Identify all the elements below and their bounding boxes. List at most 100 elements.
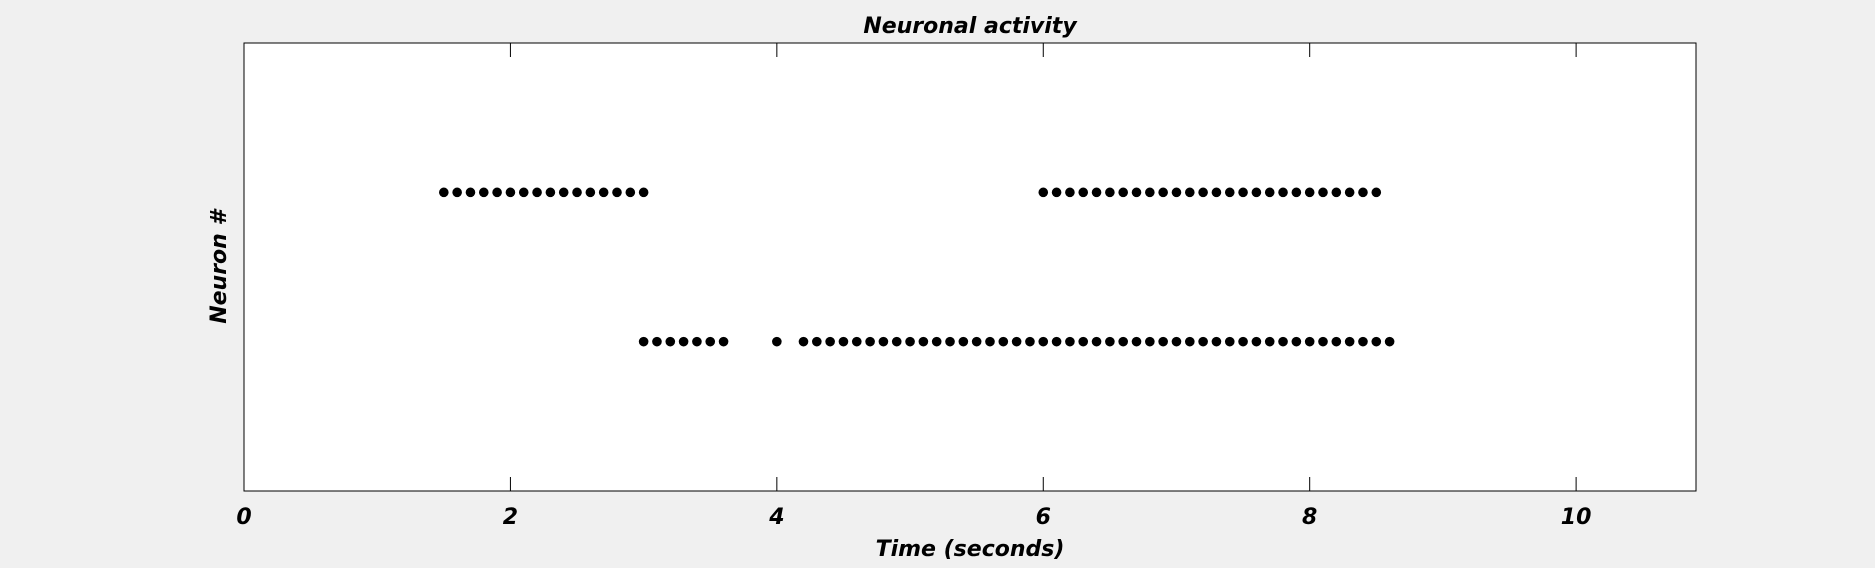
spike-point <box>812 336 822 347</box>
spike-point <box>1318 187 1328 198</box>
spike-point <box>558 187 569 198</box>
spike-point <box>1131 336 1142 347</box>
spike-point <box>1304 187 1315 198</box>
x-tick-label: 10 <box>1561 505 1592 530</box>
spike-point <box>492 187 502 198</box>
x-axis-label: Time (seconds) <box>876 537 1065 562</box>
spike-point <box>1158 187 1168 198</box>
spike-point <box>598 187 609 198</box>
spike-point <box>545 187 556 198</box>
spike-point <box>798 336 809 347</box>
spike-point <box>1344 187 1355 198</box>
spike-markers <box>439 187 1395 347</box>
plot-area <box>243 42 1697 492</box>
spike-point <box>1304 336 1315 347</box>
spike-point <box>585 187 596 198</box>
spike-point <box>772 336 782 347</box>
spike-point <box>1291 336 1302 347</box>
spike-point <box>1158 336 1168 347</box>
spike-point <box>958 336 969 347</box>
spike-point <box>1238 336 1248 347</box>
spike-point <box>1198 187 1208 198</box>
spike-point <box>1331 187 1342 198</box>
y-axis-label: Neuron # <box>207 208 232 324</box>
spike-point <box>439 187 449 198</box>
spike-point <box>1065 187 1075 198</box>
spike-point <box>625 187 636 198</box>
spike-point <box>465 187 476 198</box>
spike-point <box>1358 336 1368 347</box>
spike-point <box>1251 336 1262 347</box>
spike-point <box>1038 336 1049 347</box>
spike-point <box>1318 336 1328 347</box>
spike-point <box>718 336 729 347</box>
spike-point <box>1251 187 1262 198</box>
spike-point <box>931 336 942 347</box>
x-tick-label: 2 <box>503 505 518 530</box>
spike-point <box>652 336 662 347</box>
spike-point <box>825 336 835 347</box>
spike-point <box>518 187 529 198</box>
spike-point <box>1371 336 1382 347</box>
spike-point <box>1105 187 1115 198</box>
spike-point <box>1211 187 1222 198</box>
spike-point <box>1118 187 1128 198</box>
spike-point <box>1384 336 1395 347</box>
spike-point <box>865 336 875 347</box>
spike-point <box>1224 336 1235 347</box>
spike-point <box>838 336 849 347</box>
spike-point <box>532 187 542 198</box>
spike-point <box>851 336 862 347</box>
spike-point <box>1038 187 1049 198</box>
spike-point <box>1078 187 1089 198</box>
x-tick-label: 4 <box>768 505 784 530</box>
spike-point <box>1091 187 1102 198</box>
spike-point <box>1091 336 1102 347</box>
spike-point <box>1078 336 1089 347</box>
spike-point <box>1264 336 1275 347</box>
spike-point <box>1291 187 1302 198</box>
spike-point <box>612 187 622 198</box>
spike-point <box>1171 187 1182 198</box>
spike-point <box>905 336 915 347</box>
spike-point <box>1184 187 1195 198</box>
spike-point <box>665 336 676 347</box>
x-ticks <box>509 43 1577 491</box>
spike-point <box>692 336 702 347</box>
spike-point <box>1331 336 1342 347</box>
chart-title: Neuronal activity <box>863 14 1078 39</box>
spike-point <box>1358 187 1368 198</box>
x-tick-label: 8 <box>1302 505 1317 530</box>
spike-point <box>1171 336 1182 347</box>
spike-point <box>1105 336 1115 347</box>
spike-point <box>638 187 649 198</box>
spike-point <box>1025 336 1035 347</box>
spike-point <box>1344 336 1355 347</box>
x-tick-label: 6 <box>1036 505 1051 530</box>
spike-point <box>572 187 582 198</box>
spike-point <box>1145 187 1155 198</box>
spike-point <box>1278 336 1288 347</box>
spike-point <box>998 336 1009 347</box>
spike-point <box>918 336 929 347</box>
spike-point <box>452 187 462 198</box>
spike-point <box>638 336 649 347</box>
x-tick-label: 0 <box>236 505 251 530</box>
spike-point <box>1198 336 1208 347</box>
spike-point <box>505 187 516 198</box>
spike-point <box>1278 187 1288 198</box>
spike-point <box>1051 336 1062 347</box>
spike-point <box>678 336 689 347</box>
spike-point <box>478 187 489 198</box>
spike-point <box>1264 187 1275 198</box>
spike-point <box>1238 187 1248 198</box>
spike-point <box>1224 187 1235 198</box>
spike-point <box>1011 336 1022 347</box>
spike-point <box>1118 336 1128 347</box>
spike-point <box>1131 187 1142 198</box>
spike-point <box>878 336 889 347</box>
spike-point <box>1065 336 1075 347</box>
spike-point <box>1371 187 1382 198</box>
